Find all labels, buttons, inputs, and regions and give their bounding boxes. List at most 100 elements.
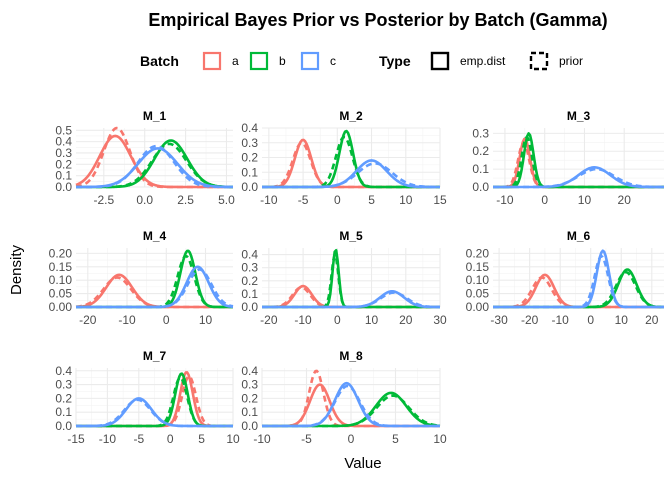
- density-line-b-prior: [262, 394, 441, 428]
- x-tick-label: 20: [399, 313, 413, 327]
- strip-title: M_6: [567, 229, 591, 243]
- y-tick-label: 0.00: [49, 300, 73, 314]
- x-tick-label: 20: [645, 313, 659, 327]
- density-line-c-prior: [262, 291, 441, 309]
- y-tick-label: 0.2: [241, 274, 258, 288]
- density-line-b-emp-dist: [493, 268, 665, 309]
- x-tick-label: 2.5: [177, 193, 194, 207]
- strip-title: M_3: [567, 109, 591, 123]
- x-tick-label: -10: [496, 193, 514, 207]
- y-tick-label: 0.1: [55, 169, 72, 183]
- x-tick-label: 5.0: [218, 193, 235, 207]
- x-tick-label: -10: [294, 313, 312, 327]
- x-tick-label: 0: [334, 313, 341, 327]
- density-line-b-prior: [493, 135, 664, 189]
- y-tick-label: 0.2: [55, 157, 72, 171]
- legend-label-type-emp-dist: emp.dist: [460, 54, 506, 68]
- x-tick-label: 10: [578, 193, 592, 207]
- legend: Batch a b c Type emp.dist prior: [140, 51, 583, 71]
- y-tick-label: 0.2: [241, 391, 258, 405]
- x-tick-label: 5: [368, 193, 375, 207]
- x-tick-label: -5: [301, 432, 312, 446]
- x-tick-label: -20: [521, 313, 539, 327]
- density-line-b-emp-dist: [262, 248, 440, 309]
- x-tick-label: 10: [399, 193, 413, 207]
- y-tick-label: 0.4: [241, 248, 258, 262]
- y-tick-label: 0.2: [241, 151, 258, 165]
- x-tick-label: 10: [199, 313, 213, 327]
- panel-m-6: M_6 -30 -20 -10 0 10 20 0.000.050.100.150.20: [466, 229, 665, 327]
- legend-title-type: Type: [379, 53, 411, 69]
- y-tick-label: 0.3: [55, 378, 72, 392]
- legend-key-batch-b: [249, 51, 269, 71]
- legend-key-batch-a: [202, 51, 222, 71]
- strip-title: M_7: [143, 349, 167, 363]
- density-line-b-prior: [493, 270, 665, 309]
- legend-key-type-emp-dist: [430, 51, 450, 71]
- y-tick-label: 0.3: [241, 136, 258, 150]
- legend-key-type-prior: [529, 51, 549, 71]
- strip-title: M_5: [339, 229, 363, 243]
- x-tick-label: 0: [541, 193, 548, 207]
- y-tick-label: 0.4: [241, 121, 258, 135]
- y-tick-label: 0.1: [472, 162, 489, 176]
- y-tick-label: 0.00: [466, 300, 490, 314]
- panel-m-8: M_8 -10 -5 0 5 10 0.00.10.20.30.4: [241, 349, 447, 446]
- facet-panels: M_1-2.5 0.0 2.5 5.00.00.10.20.30.40.5M_2-10…: [49, 109, 665, 446]
- y-tick-label: 0.4: [241, 364, 258, 378]
- x-tick-label: -5: [133, 432, 144, 446]
- y-tick-label: 0.1: [241, 165, 258, 179]
- x-tick-label: -5: [298, 193, 309, 207]
- x-tick-label: 30: [433, 313, 447, 327]
- x-axis-title: Value: [344, 455, 381, 472]
- strip-title: M_1: [143, 109, 167, 123]
- y-tick-label: 0.20: [466, 246, 490, 260]
- strip-title: M_8: [339, 349, 363, 363]
- x-tick-label: 5: [392, 432, 399, 446]
- panel-m-3: M_3 -10 0 10 20 0.0 0.1 0.2 0.3: [472, 109, 665, 207]
- y-tick-label: 0.3: [241, 261, 258, 275]
- density-line-c-emp-dist: [493, 249, 664, 309]
- x-tick-label: 0: [334, 193, 341, 207]
- x-tick-label: -15: [67, 432, 85, 446]
- y-tick-label: 0.20: [49, 246, 73, 260]
- y-tick-label: 0.2: [472, 144, 489, 158]
- y-tick-label: 0.10: [49, 273, 73, 287]
- y-tick-label: 0.3: [55, 146, 72, 160]
- x-tick-label: -20: [79, 313, 97, 327]
- legend-label-batch-b: b: [279, 54, 286, 68]
- panel-m-7: M_7 -15 -10 -5 0 5 10 0.00.10.20.30.4: [55, 349, 240, 446]
- density-line-c-prior: [76, 268, 234, 309]
- y-tick-label: 0.3: [472, 126, 489, 140]
- chart-title: Empirical Bayes Prior vs Posterior by Ba…: [148, 10, 607, 30]
- y-tick-label: 0.1: [241, 287, 258, 301]
- x-tick-label: 0: [587, 313, 594, 327]
- density-line-c-emp-dist: [262, 159, 440, 189]
- y-tick-label: 0.15: [49, 260, 73, 274]
- y-tick-label: 0.10: [466, 273, 490, 287]
- x-tick-label: 10: [365, 313, 379, 327]
- x-tick-label: -10: [260, 193, 278, 207]
- density-line-b-prior: [76, 142, 234, 189]
- y-tick-label: 0.4: [55, 364, 72, 378]
- y-tick-label: 0.1: [55, 405, 72, 419]
- x-tick-label: -30: [490, 313, 508, 327]
- x-tick-label: 0: [163, 313, 170, 327]
- panel-m-5: M_5 -20 -10 0 10 20 30 0.00.10.20.30.4: [241, 229, 447, 327]
- strip-title: M_2: [339, 109, 363, 123]
- x-tick-label: 15: [433, 193, 447, 207]
- legend-label-batch-a: a: [232, 54, 239, 68]
- y-tick-label: 0.0: [55, 180, 72, 194]
- x-tick-label: -2.5: [93, 193, 114, 207]
- y-tick-label: 0.05: [466, 287, 490, 301]
- y-tick-label: 0.1: [241, 405, 258, 419]
- panel-m-2: M_2 -10 -5 0 5 10 15 0.00.10.20.30.4: [241, 109, 447, 207]
- y-tick-label: 0.15: [466, 260, 490, 274]
- y-tick-label: 0.0: [241, 180, 258, 194]
- legend-label-batch-c: c: [330, 54, 336, 68]
- x-tick-label: 0: [167, 432, 174, 446]
- y-tick-label: 0.2: [55, 391, 72, 405]
- y-tick-label: 0.05: [49, 287, 73, 301]
- x-tick-label: 10: [615, 313, 629, 327]
- legend-title-batch: Batch: [140, 53, 179, 69]
